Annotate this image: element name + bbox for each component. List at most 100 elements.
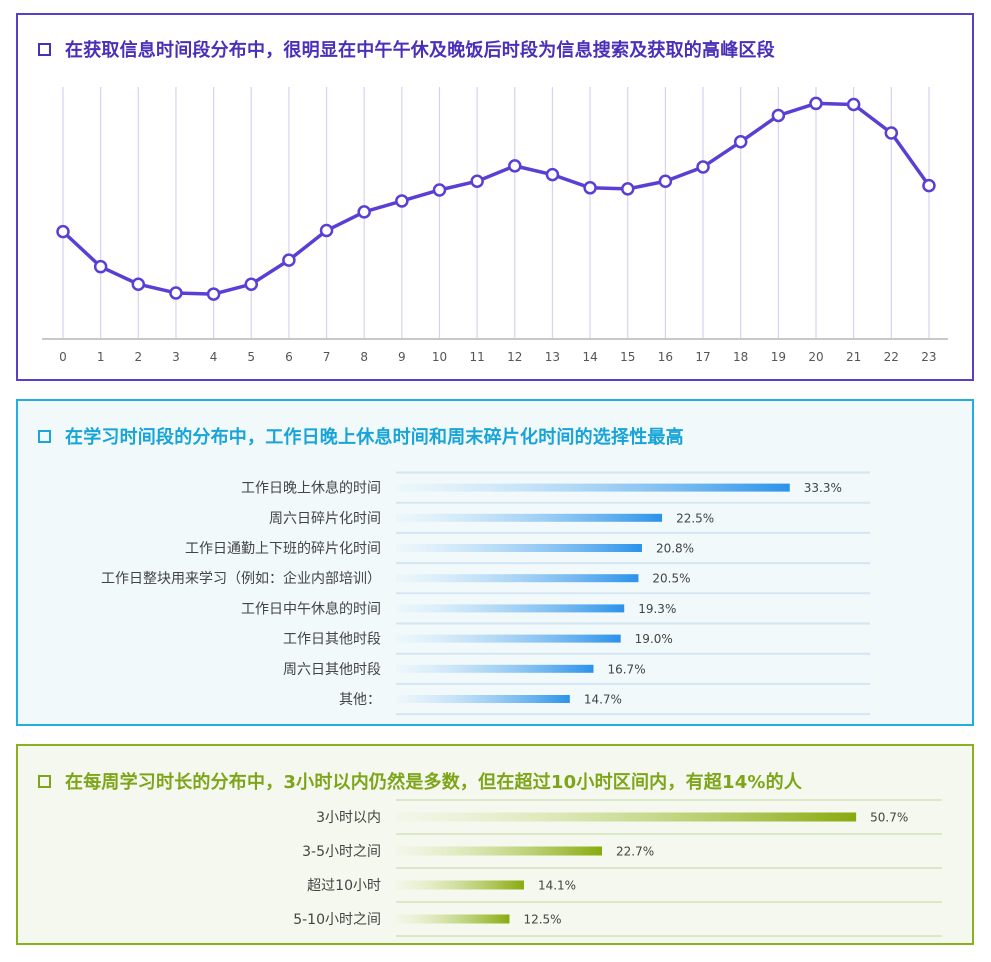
x-tick-label: 19: [771, 350, 786, 364]
x-tick-label: 18: [733, 350, 748, 364]
square-bullet-icon: [38, 42, 51, 56]
x-tick-label: 21: [846, 350, 861, 364]
x-tick-label: 17: [695, 350, 710, 364]
bar: [396, 914, 510, 924]
x-tick-label: 15: [620, 350, 635, 364]
square-bullet-icon: [38, 429, 51, 443]
category-label: 超过10小时: [307, 878, 381, 894]
data-point: [508, 159, 522, 173]
data-point: [884, 126, 899, 140]
data-label: 19.3%: [638, 602, 676, 616]
category-label: 周六日碎片化时间: [269, 511, 381, 527]
x-tick-label: 14: [582, 350, 597, 364]
data-point: [395, 194, 409, 208]
x-tick-label: 10: [432, 350, 447, 364]
data-point: [56, 224, 70, 239]
category-label: 工作日通勤上下班的碎片化时间: [185, 541, 381, 557]
x-tick-label: 20: [808, 350, 823, 364]
bar: [396, 483, 790, 492]
data-label: 20.8%: [656, 542, 694, 556]
category-label: 其他：: [339, 692, 381, 708]
x-tick-label: 12: [507, 350, 522, 364]
category-label: 3小时以内: [316, 810, 381, 826]
panel-title-row: 在学习时间段的分布中，工作日晚上休息时间和周末碎片化时间的选择性最高: [38, 423, 684, 449]
x-tick-label: 6: [285, 350, 293, 364]
bar: [396, 604, 625, 613]
data-point: [93, 259, 108, 274]
data-label: 14.1%: [538, 879, 576, 893]
data-point: [733, 135, 748, 149]
data-point: [621, 182, 635, 196]
study-period-panel: 在学习时间段的分布中，工作日晚上休息时间和周末碎片化时间的选择性最高 工作日晚上…: [16, 399, 974, 726]
panel-title-row: 在获取信息时间段分布中，很明显在中午午休及晚饭后时段为信息搜索及获取的高峰区段: [38, 36, 775, 62]
x-tick-label: 7: [323, 350, 331, 364]
study-period-bar-chart: 工作日晚上休息的时间 33.3% 周六日碎片化时间 22.5% 工作日通勤上下班的碎片化…: [101, 471, 870, 716]
data-point: [658, 174, 673, 188]
data-label: 14.7%: [584, 693, 622, 707]
bar: [396, 513, 663, 522]
category-label: 3-5小时之间: [302, 844, 381, 860]
bar: [396, 812, 857, 822]
data-point: [846, 97, 861, 112]
data-point: [244, 277, 258, 291]
panel-title: 在获取信息时间段分布中，很明显在中午午休及晚饭后时段为信息搜索及获取的高峰区段: [65, 40, 775, 61]
data-label: 33.3%: [804, 481, 842, 495]
data-point: [771, 108, 786, 123]
bar: [396, 846, 603, 856]
hourly-info-panel: 在获取信息时间段分布中，很明显在中午午休及晚饭后时段为信息搜索及获取的高峰区段 …: [16, 13, 974, 381]
category-label: 5-10小时之间: [293, 912, 381, 928]
bar: [396, 634, 621, 643]
bar: [396, 544, 642, 552]
data-label: 22.5%: [676, 511, 714, 525]
weekly-duration-panel: 在每周学习时长的分布中，3小时以内仍然是多数，但在超过10小时区间内，有超14%…: [16, 744, 974, 945]
bar: [396, 574, 639, 583]
panel-title: 在每周学习时长的分布中，3小时以内仍然是多数，但在超过10小时区间内，有超14%…: [65, 772, 803, 793]
category-label: 工作日中午休息的时间: [241, 600, 381, 617]
x-tick-label: 22: [884, 350, 899, 364]
data-point: [922, 178, 936, 193]
hourly-line-chart: 0 1 2 3 4 5 6 7 8 9 10 11 12 13 14 15 16 17 18 19 20 21 22 23: [42, 87, 948, 364]
x-tick-label: 4: [210, 350, 218, 364]
x-tick-label: 2: [134, 350, 142, 364]
data-label: 20.5%: [652, 572, 690, 586]
x-tick-label: 0: [59, 350, 67, 364]
category-label: 工作日晚上休息的时间: [241, 480, 381, 497]
data-point: [432, 183, 447, 197]
data-label: 22.7%: [616, 845, 654, 859]
data-label: 50.7%: [870, 811, 908, 825]
data-point: [131, 277, 146, 291]
data-point: [206, 287, 221, 301]
data-point: [319, 223, 334, 238]
panel-title: 在学习时间段的分布中，工作日晚上休息时间和周末碎片化时间的选择性最高: [65, 427, 684, 448]
data-point: [357, 205, 371, 219]
data-point: [583, 181, 597, 195]
bar: [396, 664, 594, 673]
data-label: 12.5%: [523, 913, 561, 927]
data-point: [169, 286, 183, 300]
panel-title-row: 在每周学习时长的分布中，3小时以内仍然是多数，但在超过10小时区间内，有超14%…: [38, 768, 802, 794]
bar: [396, 880, 524, 890]
x-tick-label: 13: [545, 350, 560, 364]
x-tick-label: 23: [921, 350, 936, 364]
category-label: 工作日其他时段: [283, 632, 381, 648]
data-label: 16.7%: [607, 662, 645, 676]
data-point: [282, 253, 296, 267]
data-point: [696, 160, 710, 174]
square-bullet-icon: [38, 774, 51, 788]
data-point: [470, 174, 484, 188]
data-label: 19.0%: [635, 632, 673, 646]
x-tick-label: 3: [172, 350, 180, 364]
x-tick-label: 16: [658, 350, 673, 364]
category-label: 周六日其他时段: [283, 662, 381, 678]
x-tick-label: 8: [360, 350, 368, 364]
x-tick-label: 1: [97, 350, 105, 364]
category-label: 工作日整块用来学习（例如：企业内部培训）: [101, 570, 381, 587]
bar: [396, 695, 570, 703]
x-tick-label: 9: [398, 350, 406, 364]
data-point: [809, 96, 823, 111]
x-tick-label: 5: [247, 350, 255, 364]
data-point: [545, 167, 560, 182]
series-line: [61, 101, 931, 296]
x-tick-label: 11: [470, 350, 485, 364]
weekly-duration-bar-chart: 3小时以内 50.7% 3-5小时之间 22.7% 超过10小时 14.1% 5-10小时之…: [293, 799, 942, 937]
